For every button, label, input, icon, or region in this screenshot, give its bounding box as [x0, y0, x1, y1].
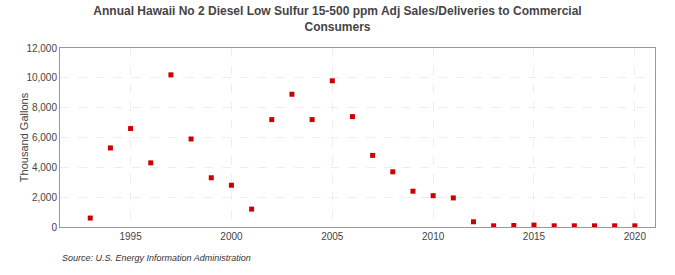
svg-text:8,000: 8,000: [32, 102, 57, 113]
svg-text:2015: 2015: [523, 231, 546, 242]
svg-text:2010: 2010: [422, 231, 445, 242]
svg-text:12,000: 12,000: [26, 43, 57, 54]
svg-text:2,000: 2,000: [32, 192, 57, 203]
svg-text:10,000: 10,000: [26, 72, 57, 83]
svg-text:6,000: 6,000: [32, 132, 57, 143]
svg-text:1995: 1995: [119, 231, 142, 242]
svg-text:4,000: 4,000: [32, 162, 57, 173]
svg-text:2000: 2000: [220, 231, 243, 242]
svg-text:Thousand Gallons: Thousand Gallons: [18, 92, 30, 182]
svg-text:2005: 2005: [321, 231, 344, 242]
svg-text:Source: U.S. Energy Informatio: Source: U.S. Energy Information Administ…: [62, 253, 251, 263]
svg-text:Annual Hawaii No 2 Diesel Low: Annual Hawaii No 2 Diesel Low Sulfur 15-…: [93, 4, 581, 34]
svg-text:2020: 2020: [624, 231, 647, 242]
svg-text:0: 0: [51, 222, 57, 233]
